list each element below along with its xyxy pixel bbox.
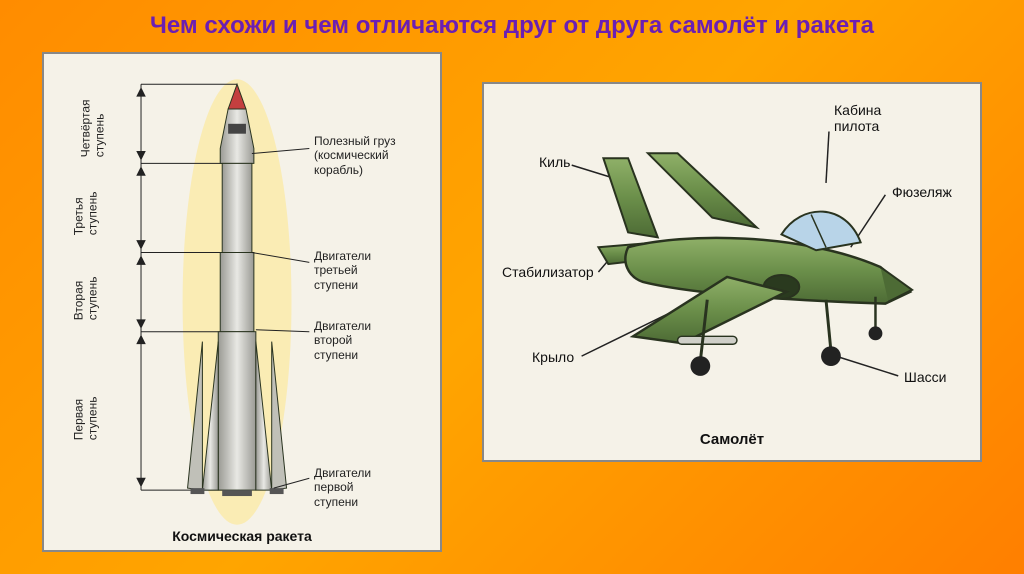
cockpit-label: Кабина пилота (834, 102, 881, 134)
stage-2-label: Вторая ступень (71, 277, 100, 321)
stage-1-label: Первая ступень (71, 397, 100, 441)
page-title: Чем схожи и чем отличаются друг от друга… (20, 12, 1004, 40)
stabilizer-label: Стабилизатор (502, 264, 594, 280)
rocket-caption: Космическая ракета (44, 528, 440, 544)
keel-label: Киль (539, 154, 570, 170)
engines-3-label: Двигатели третьей ступени (314, 249, 371, 292)
fuselage-label: Фюзеляж (892, 184, 952, 200)
payload-label: Полезный груз (космический корабль) (314, 134, 396, 177)
airplane-caption: Самолёт (484, 431, 980, 448)
chassis-label: Шасси (904, 369, 946, 385)
wing-label: Крыло (532, 349, 574, 365)
engines-1-label: Двигатели первой ступени (314, 466, 371, 509)
panels-row: Четвёртая ступень Третья ступень Вторая … (20, 52, 1004, 552)
engines-2-label: Двигатели второй ступени (314, 319, 371, 362)
stage-3-label: Третья ступень (71, 192, 100, 236)
rocket-panel: Четвёртая ступень Третья ступень Вторая … (42, 52, 442, 552)
stage-4-label: Четвёртая ступень (78, 100, 107, 158)
airplane-panel: Кабина пилота Киль Фюзеляж Стабилизатор … (482, 82, 982, 462)
